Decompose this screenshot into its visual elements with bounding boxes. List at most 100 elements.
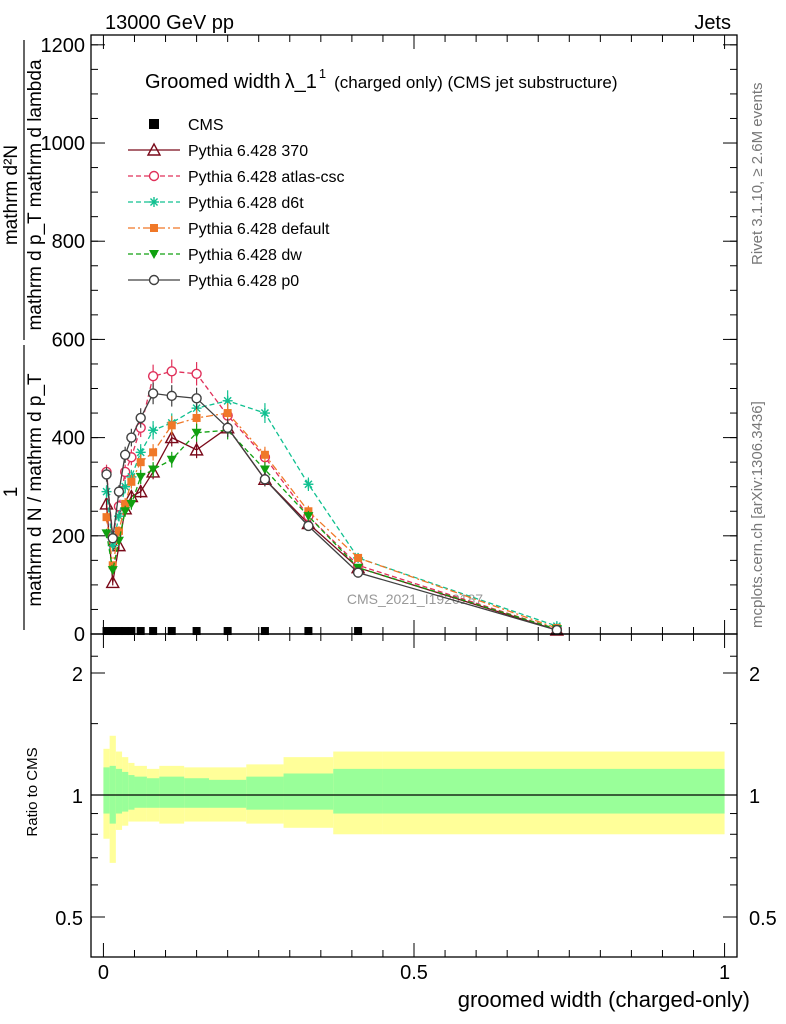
legend-item: Pythia 6.428 default (128, 221, 330, 238)
cms-point (121, 627, 130, 636)
cms-point (304, 627, 313, 636)
inner-band (128, 775, 135, 810)
series-cms (102, 627, 363, 636)
y-tick-label: 0 (74, 624, 85, 646)
legend-label: Pythia 6.428 atlas-csc (188, 169, 345, 186)
main-ylabel: mathrm d²N mathrm d p_T mathrm d lambda … (1, 40, 46, 630)
main-panel: 020040060080010001200CMS_2021_I1920187Gr… (41, 34, 738, 646)
y-tick-label: 800 (52, 231, 85, 253)
legend-label: Pythia 6.428 p0 (188, 273, 299, 290)
series-0 (99, 418, 565, 636)
point-marker (354, 553, 363, 562)
ratio-panel: 0.5 0.5 1 1 2 2 0 0.5 1 (55, 633, 777, 984)
legend-label: Pythia 6.428 d6t (188, 195, 304, 212)
point-marker (551, 624, 563, 636)
ratio-frame (90, 633, 738, 958)
series-5 (101, 382, 563, 636)
point-marker (191, 368, 202, 379)
cms-point (114, 627, 123, 636)
ratio-y-tick-label-right: 2 (749, 664, 760, 686)
point-marker (146, 142, 162, 156)
cms-point (167, 627, 176, 636)
series-line (105, 400, 558, 627)
legend-item: Pythia 6.428 d6t (128, 195, 304, 212)
inner-band (146, 778, 160, 808)
point-marker (149, 448, 158, 457)
legend: CMS Pythia 6.428 370 Pythia 6.428 atlas-cs… (128, 117, 345, 290)
legend-item: Pythia 6.428 atlas-csc (128, 169, 345, 186)
inner-band (209, 779, 247, 808)
cms-point (127, 627, 136, 636)
point-marker (148, 465, 159, 475)
point-marker (352, 567, 364, 578)
point-marker (260, 409, 269, 418)
legend-item: Pythia 6.428 p0 (128, 273, 299, 290)
point-marker (304, 480, 313, 489)
point-marker (107, 533, 118, 544)
ylabel-numerator: 1 (1, 487, 22, 498)
point-marker (149, 426, 158, 435)
point-marker (222, 422, 233, 433)
cms-point (149, 627, 158, 636)
legend-item: Pythia 6.428 370 (128, 142, 308, 160)
point-marker (101, 469, 112, 480)
legend-label: Pythia 6.428 default (188, 221, 330, 238)
point-marker (136, 448, 145, 457)
point-marker (126, 499, 137, 509)
point-marker (260, 450, 269, 459)
point-marker (136, 458, 145, 467)
inner-band (382, 768, 725, 814)
x-tick-label: 0 (98, 962, 109, 984)
point-marker (114, 526, 123, 535)
point-marker (108, 561, 117, 570)
point-marker (167, 421, 176, 430)
cms-point (192, 627, 201, 636)
point-marker (166, 366, 177, 377)
point-marker (126, 432, 137, 443)
point-marker (133, 484, 148, 498)
point-marker (121, 499, 130, 508)
ratio-y-tick-label: 2 (72, 664, 83, 686)
x-tick-label: 0.5 (400, 962, 428, 984)
ratio-y-tick-label: 1 (72, 786, 83, 808)
y-tick-label: 600 (52, 329, 85, 351)
point-marker (114, 512, 123, 521)
header-left: 13000 GeV pp (105, 12, 234, 34)
inner-band (134, 776, 147, 808)
y-tick-label: 1200 (41, 35, 86, 57)
point-marker (149, 250, 159, 259)
point-marker (148, 274, 160, 286)
point-marker (223, 409, 232, 418)
cms-point (354, 627, 363, 636)
point-marker (223, 396, 232, 405)
point-marker (149, 197, 159, 207)
rivet-label: Rivet 3.1.10, ≥ 2.6M events (749, 83, 766, 266)
mcplots-label: mcplots.cern.ch [arXiv:1306.3436] (749, 401, 766, 628)
point-marker (259, 474, 271, 485)
ratio-y-tick-label: 0.5 (55, 908, 83, 930)
legend-label: Pythia 6.428 370 (188, 143, 308, 160)
legend-item: Pythia 6.428 dw (128, 247, 302, 264)
x-axis-label: groomed width (charged-only) (458, 987, 750, 1012)
legend-label: CMS (188, 117, 224, 134)
point-marker (191, 428, 202, 438)
point-marker (119, 449, 131, 460)
inner-band (103, 767, 110, 814)
ylabel-upper-den: mathrm d p_T mathrm d lambda (25, 59, 46, 330)
legend-label: Pythia 6.428 dw (188, 247, 302, 264)
inner-band (184, 778, 210, 808)
inner-band (246, 776, 284, 810)
point-marker (259, 465, 270, 475)
point-marker (102, 487, 111, 496)
inner-band (115, 768, 123, 814)
point-marker (166, 455, 177, 465)
point-marker (107, 566, 118, 576)
point-marker (102, 513, 111, 522)
point-marker (166, 390, 177, 402)
point-marker (192, 413, 201, 422)
legend-marker (149, 119, 159, 129)
point-marker (135, 472, 146, 482)
y-tick-label: 200 (52, 526, 85, 548)
point-marker (147, 371, 159, 382)
